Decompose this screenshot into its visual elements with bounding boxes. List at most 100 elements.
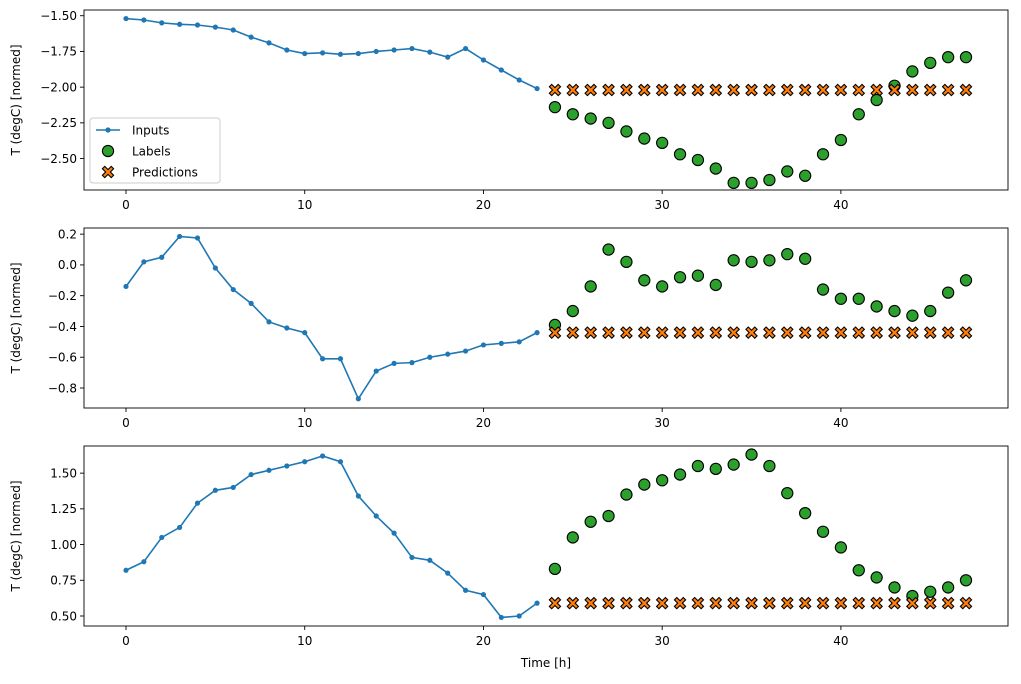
labels-point (638, 478, 651, 491)
predictions-point (691, 326, 705, 339)
predictions-point (673, 596, 687, 610)
inputs-point (498, 614, 504, 621)
predictions-point (906, 83, 919, 97)
labels-point (834, 541, 848, 554)
predictions-point (584, 83, 598, 97)
labels-point (834, 292, 848, 305)
y-tick-label: 0.75 (50, 574, 77, 588)
predictions-point (709, 83, 723, 97)
predictions-point (852, 596, 866, 610)
inputs-point (159, 254, 165, 260)
subplot-2: 0 10 20 30 40 −0.8 −0.6 −0.4 −0.2 0.0 0.2 T (degC) … (9, 227, 1009, 430)
predictions-point (620, 326, 633, 339)
predictions-point (906, 596, 919, 610)
labels-point (673, 148, 687, 161)
y-tick-label: 0.50 (50, 609, 77, 623)
labels-point (566, 108, 579, 121)
predictions-point (548, 83, 562, 97)
labels-point (798, 252, 812, 265)
inputs-point (427, 557, 433, 563)
labels-point (798, 169, 812, 182)
predictions-point (637, 326, 651, 339)
labels-point (638, 132, 651, 145)
y-axis-label: T (degC) [normed] (9, 480, 23, 592)
inputs-point (534, 330, 540, 336)
inputs-point (355, 396, 361, 402)
predictions-point (673, 83, 687, 97)
labels-point (781, 248, 794, 261)
y-tick-label: −2.00 (40, 80, 77, 94)
inputs-point (194, 500, 201, 506)
x-tick-label: 20 (476, 634, 491, 648)
predictions-point (745, 326, 758, 339)
predictions-point (870, 596, 884, 610)
predictions-point (798, 596, 812, 610)
predictions-point (834, 596, 848, 610)
inputs-point (123, 567, 129, 573)
inputs-point (445, 351, 451, 357)
predictions-point (691, 596, 705, 610)
predictions-point (798, 326, 812, 339)
predictions-point (923, 83, 937, 97)
x-tick-label: 20 (476, 416, 491, 430)
inputs-point (159, 534, 165, 541)
predictions-point (620, 596, 633, 610)
y-tick-label: 0.2 (58, 227, 77, 241)
inputs-line (125, 235, 538, 401)
legend-label-predictions: Predictions (132, 165, 198, 179)
inputs-point (391, 47, 397, 53)
inputs-point (373, 368, 379, 374)
legend-marker-labels (101, 144, 115, 158)
x-tick-label: 10 (297, 634, 312, 648)
inputs-point (141, 559, 147, 565)
x-tick-label: 20 (476, 198, 491, 212)
inputs-point (177, 524, 183, 531)
y-tick-label: 1.25 (50, 502, 77, 516)
legend-marker-predictions (101, 165, 115, 179)
predictions-point (637, 596, 651, 610)
y-axis-label: T (degC) [normed] (9, 262, 23, 374)
y-tick-label: 1.00 (50, 538, 77, 552)
predictions-point (566, 326, 580, 339)
labels-point (620, 255, 633, 268)
predictions-point (691, 83, 705, 97)
inputs-point (391, 530, 397, 536)
inputs-point (534, 600, 540, 606)
predictions-point (655, 326, 669, 339)
labels-point (727, 458, 740, 471)
labels-point (816, 283, 830, 296)
labels-point (924, 56, 937, 70)
labels-point (816, 525, 830, 538)
labels-point (656, 136, 669, 150)
y-tick-label: −0.4 (48, 320, 77, 334)
labels-point (584, 112, 597, 125)
labels-point (727, 176, 740, 190)
inputs-point (319, 453, 326, 459)
labels-point (781, 165, 794, 178)
inputs-point (516, 339, 522, 345)
axes-frame (83, 445, 1009, 627)
inputs-point (480, 342, 487, 348)
inputs-point (177, 21, 183, 27)
x-tick-label: 40 (833, 198, 848, 212)
inputs-point (266, 40, 272, 46)
labels-point (602, 116, 615, 130)
labels-point (745, 176, 758, 190)
inputs-point (266, 319, 272, 325)
labels-point (745, 255, 758, 268)
x-tick-label: 0 (122, 634, 130, 648)
predictions-point (852, 83, 866, 97)
labels-point (602, 509, 615, 523)
predictions-point (637, 83, 651, 97)
predictions-point (620, 83, 633, 97)
inputs-point (516, 613, 522, 619)
predictions-point (870, 326, 884, 339)
labels-point (924, 304, 937, 318)
inputs-point (373, 48, 379, 55)
predictions-point (727, 83, 741, 97)
inputs-point (159, 20, 165, 26)
labels-point (656, 474, 669, 487)
inputs-point (302, 459, 308, 465)
inputs-point (337, 459, 344, 465)
inputs-point (409, 360, 415, 366)
